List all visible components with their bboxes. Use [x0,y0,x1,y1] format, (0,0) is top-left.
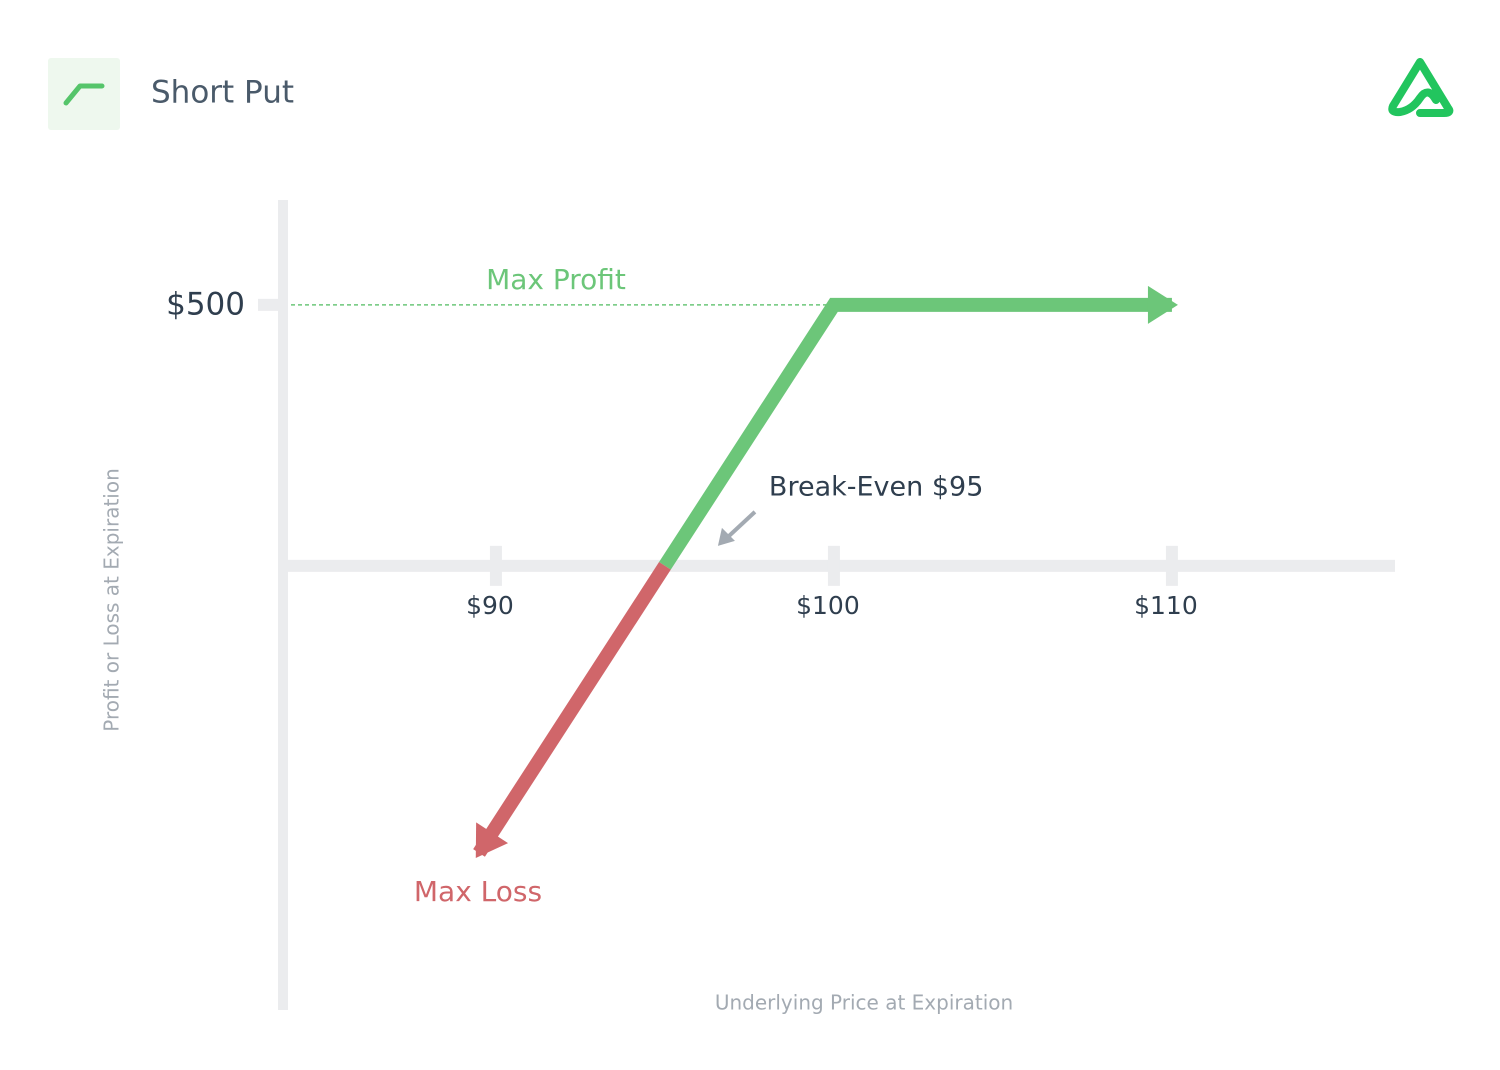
annotation-arrow-shaft [725,510,757,540]
logo [1388,58,1454,117]
strategy-icon [48,58,120,130]
series-label: Max Loss [414,875,542,908]
annotation: Break-Even $95 [769,471,983,502]
y-axis-label: Profit or Loss at Expiration [100,468,124,732]
x-tick-label: $100 [796,591,860,620]
payoff-line [473,562,671,857]
series-label: Max Profit [486,263,626,296]
strategy-icon-glyph [63,83,105,106]
arrowhead [1147,285,1178,324]
x-tick-label: $110 [1134,591,1198,620]
annotation-arrow-head [717,527,735,546]
payoff-line [659,297,1172,570]
x-axis-label: Underlying Price at Expiration [715,991,1013,1015]
arrowhead [475,822,509,858]
y-tick-label: $500 [166,286,245,322]
chart-title: Short Put [151,75,294,111]
x-tick-label: $90 [466,591,514,620]
